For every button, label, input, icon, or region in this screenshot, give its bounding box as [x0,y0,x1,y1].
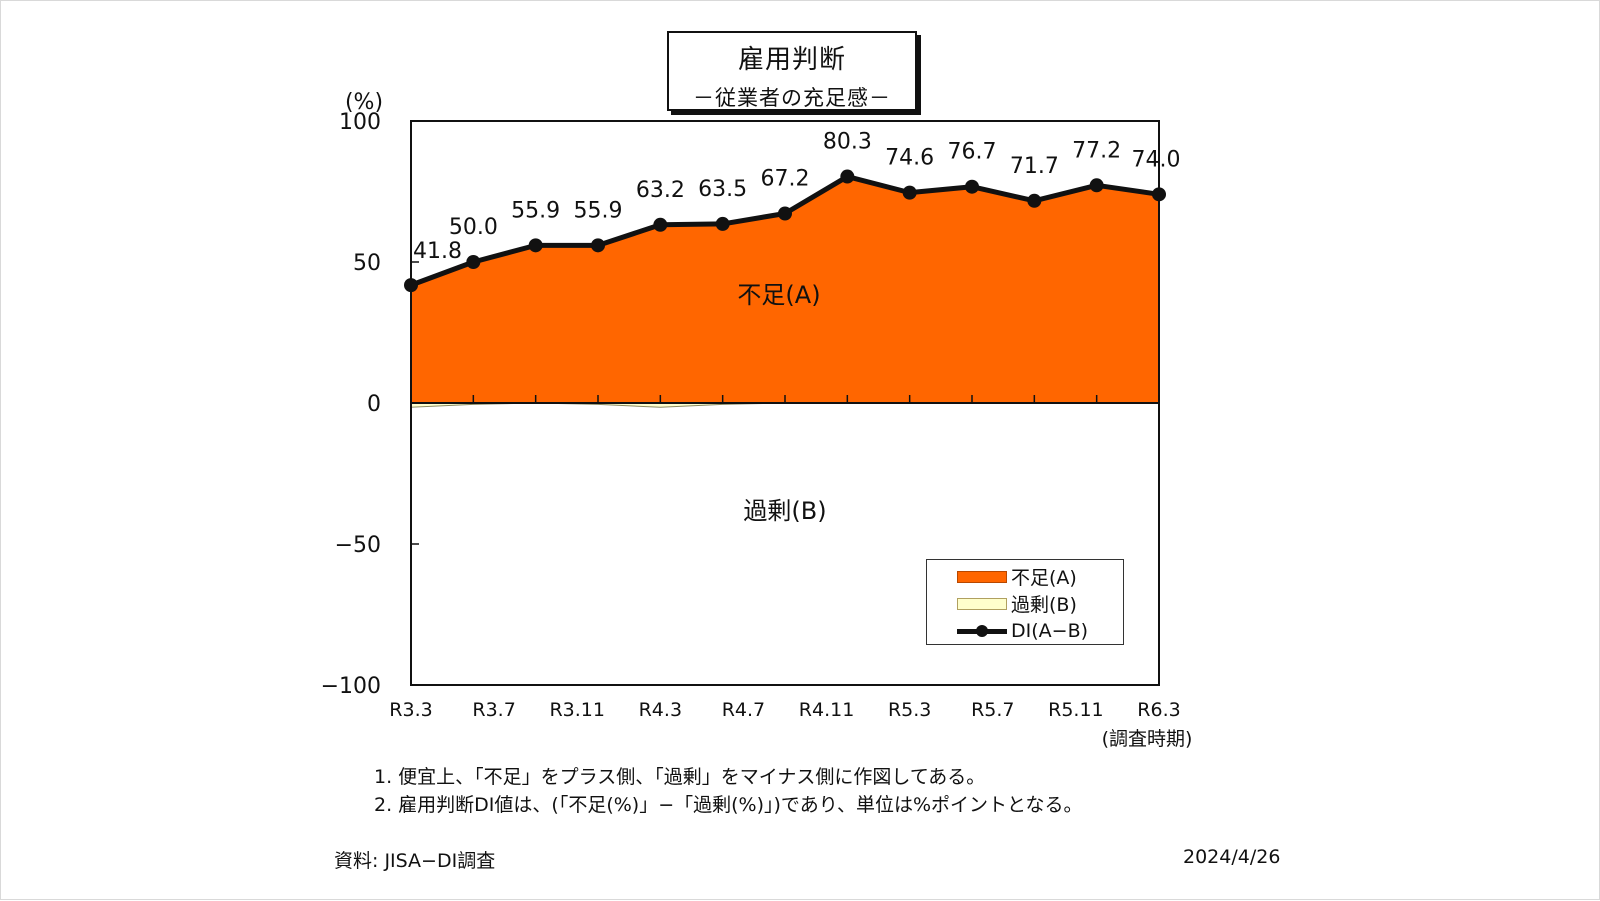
chart-subtitle: －従業者の充足感－ [693,86,891,110]
legend-label-di: DI(A−B) [1011,619,1089,642]
y-tick-label: −50 [335,533,381,558]
legend-item-surplus: 過剰(B) [927,590,1123,617]
legend-item-shortage: 不足(A) [927,563,1123,590]
legend-swatch-di [957,624,1007,637]
di-point [715,216,730,231]
x-tick-label: R6.3 [1137,699,1180,721]
chart-notes: 1. 便宜上、「不足」をプラス側、「過剰」をマイナス側に作図してある。 2. 雇… [374,763,1082,819]
di-data-label: 67.2 [761,166,810,191]
chart-title: 雇用判断 [737,45,846,75]
y-tick-label: 100 [339,110,381,135]
di-data-label: 74.0 [1132,147,1181,172]
di-point [466,255,481,269]
x-axis-label: (調査時期) [1102,728,1193,750]
legend-label-shortage: 不足(A) [1011,567,1077,589]
di-point [778,206,792,221]
di-point [840,169,855,184]
x-tick-label: R4.7 [722,699,765,721]
di-point [653,217,668,232]
di-data-label: 77.2 [1072,138,1121,163]
annotation-shortage: 不足(A) [737,281,820,309]
x-tick-label: R3.7 [472,699,515,721]
di-point [965,179,979,194]
di-data-label: 63.2 [636,178,685,203]
legend-swatch-shortage [957,570,1007,583]
di-point [902,185,917,200]
di-data-label: 71.7 [1010,154,1059,179]
x-tick-label: R4.11 [799,699,855,721]
x-tick-label: R3.11 [549,699,605,721]
note-2: 2. 雇用判断DI値は、(「不足(%)」−「過剰(%)」)であり、単位は%ポイン… [374,794,1083,816]
di-point [1027,193,1042,208]
x-tick-label: R3.3 [389,699,432,721]
chart-title-box: 雇用判断 －従業者の充足感－ [667,31,917,111]
di-point [1152,187,1166,202]
di-point [404,278,418,293]
di-data-label: 80.3 [823,130,872,155]
di-point [1089,178,1104,193]
di-data-label: 55.9 [574,198,623,223]
di-data-label: 63.5 [698,177,747,202]
di-data-label: 50.0 [449,215,498,240]
y-tick-label: 50 [353,251,381,276]
y-axis-label: (%) [345,90,383,115]
chart-legend: 不足(A) 過剰(B) DI(A−B) [926,559,1124,645]
legend-label-surplus: 過剰(B) [1011,594,1077,616]
y-tick-label: −100 [321,674,381,699]
di-point [528,238,543,253]
di-data-label: 55.9 [511,198,560,223]
y-tick-label: 0 [367,392,381,417]
legend-swatch-surplus [957,597,1007,610]
x-tick-label: R5.3 [888,699,931,721]
di-point [591,238,605,253]
source-credit: 資料: JISA−DI調査 [334,850,496,872]
publish-date: 2024/4/26 [1183,846,1281,868]
x-tick-label: R4.3 [639,699,682,721]
di-data-label: 41.8 [413,239,462,264]
legend-item-di: DI(A−B) [927,617,1123,644]
x-tick-label: R5.7 [971,699,1014,721]
di-data-label: 74.6 [885,146,934,171]
di-data-label: 76.7 [948,140,997,165]
x-tick-label: R5.11 [1048,699,1104,721]
annotation-surplus: 過剰(B) [743,497,826,525]
note-1: 1. 便宜上、「不足」をプラス側、「過剰」をマイナス側に作図してある。 [374,766,986,788]
